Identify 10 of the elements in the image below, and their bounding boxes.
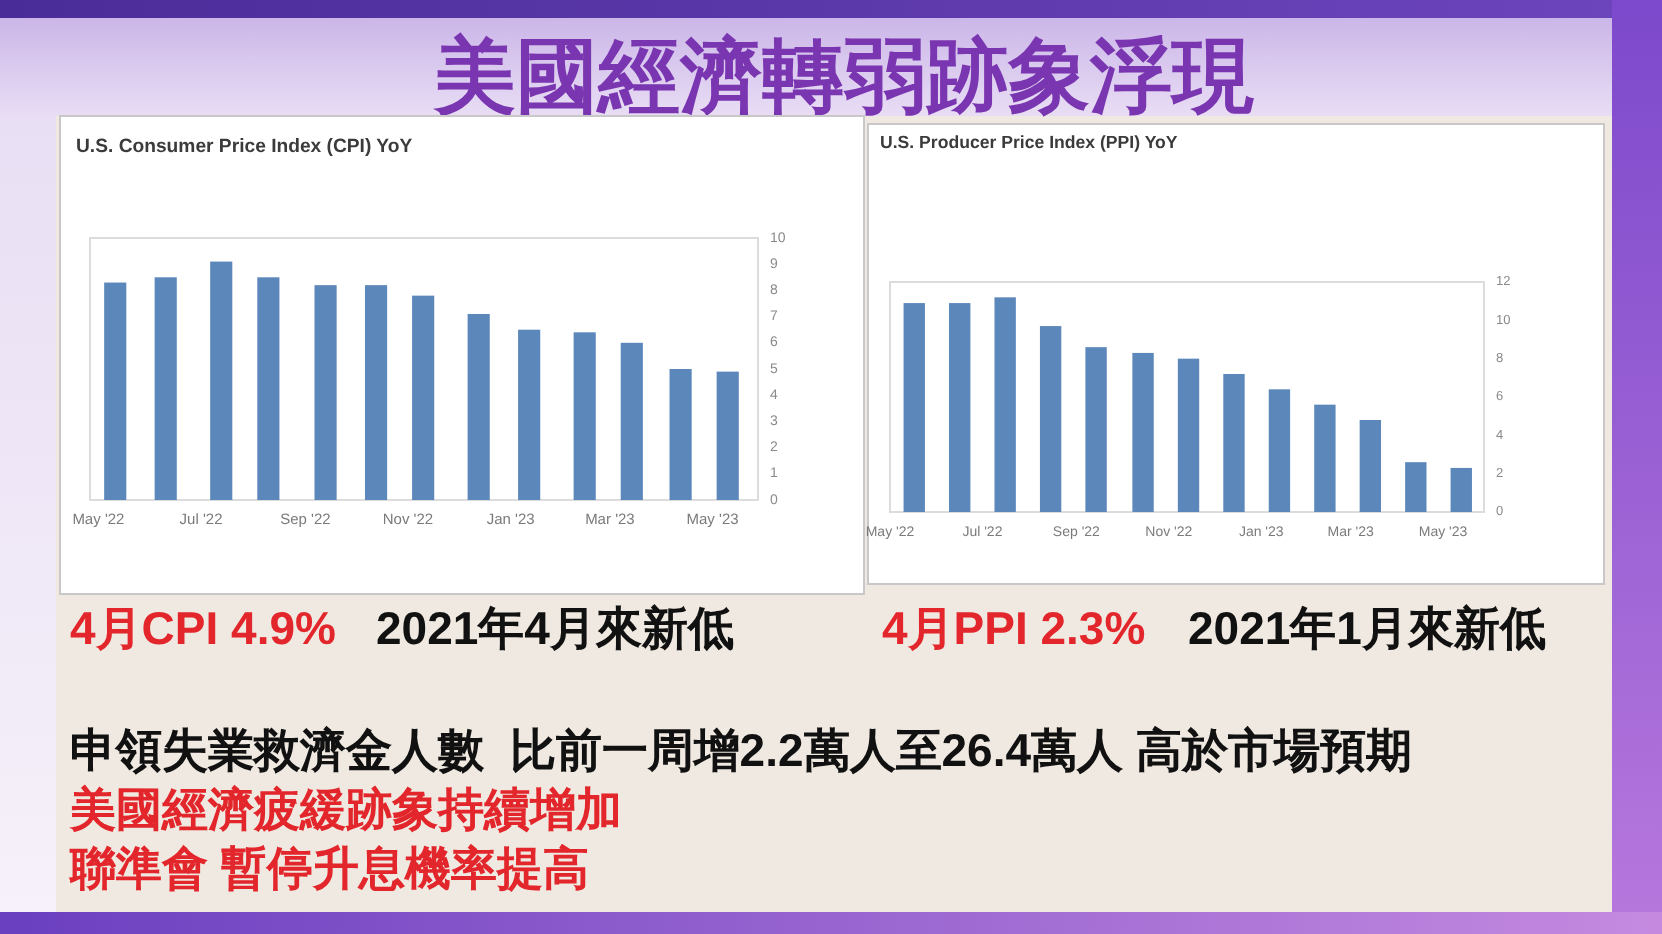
- annotation: 4月CPI 4.9%: [70, 602, 336, 654]
- note: 美國經濟疲緩跡象持續增加: [70, 783, 622, 835]
- note: 申領失業救濟金人數 比前一周增2.2萬人至26.4萬人 高於市場預期: [70, 724, 1412, 776]
- chart-title: U.S. Producer Price Index (PPI) YoY: [880, 132, 1178, 152]
- annotation: 4月PPI 2.3%: [882, 602, 1146, 654]
- annotation: 2021年1月來新低: [1188, 602, 1546, 654]
- annotation: 2021年4月來新低: [376, 602, 734, 654]
- slide-title: 美國經濟轉弱跡象浮現: [434, 30, 1254, 122]
- chart-title: U.S. Consumer Price Index (CPI) YoY: [76, 136, 413, 158]
- note: 聯準會 暫停升息機率提高: [70, 842, 589, 894]
